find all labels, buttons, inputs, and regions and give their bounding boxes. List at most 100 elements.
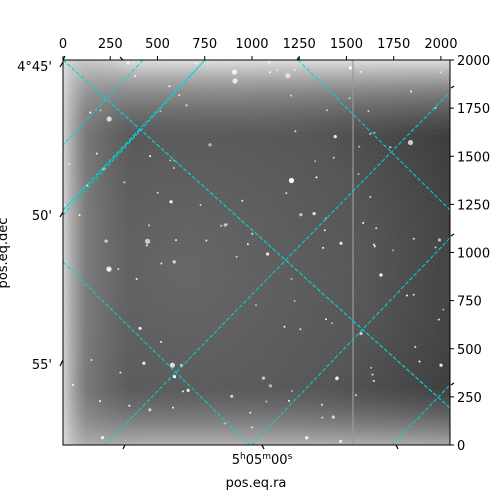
star — [439, 71, 442, 74]
star — [208, 143, 212, 147]
right-tick-label: 1750 — [457, 102, 490, 117]
top-tick-label: 500 — [145, 37, 170, 52]
sky-image — [63, 60, 450, 445]
star — [235, 255, 238, 258]
star — [181, 390, 184, 393]
star — [372, 380, 375, 382]
star — [326, 109, 328, 112]
star — [357, 172, 360, 175]
star — [373, 131, 376, 134]
star — [89, 111, 92, 114]
right-tick-label: 1250 — [457, 198, 490, 213]
right-tick-label: 500 — [457, 343, 482, 358]
star — [299, 213, 303, 217]
star — [314, 160, 317, 163]
star — [98, 400, 101, 403]
star — [288, 177, 295, 184]
top-tick-label: 750 — [192, 37, 217, 52]
right-axis-ticks: 0 250 500 750 1000 1250 1500 1750 2000 — [450, 54, 490, 454]
star — [231, 69, 238, 75]
star — [359, 331, 363, 336]
star — [370, 366, 373, 369]
star — [331, 415, 335, 419]
right-tick-label: 1500 — [457, 150, 490, 165]
ra-axis: 5h05m00s — [122, 444, 399, 468]
star — [362, 221, 365, 224]
star — [78, 214, 81, 217]
dec-tick-label: 55' — [32, 358, 52, 373]
star — [369, 133, 372, 135]
star — [232, 78, 238, 84]
star — [285, 192, 288, 195]
star — [305, 436, 309, 440]
coordinate-grid — [63, 60, 450, 445]
star — [142, 361, 146, 365]
star — [64, 204, 67, 206]
star — [321, 403, 323, 406]
star — [294, 130, 297, 133]
star — [95, 152, 98, 155]
star — [389, 146, 392, 149]
x-axis-label: pos.eq.ra — [226, 476, 287, 491]
star — [149, 155, 152, 158]
star — [371, 373, 374, 376]
star — [335, 376, 339, 380]
star — [106, 116, 112, 122]
star — [276, 69, 279, 71]
star — [439, 363, 443, 367]
star — [160, 340, 163, 343]
star — [331, 322, 333, 325]
dec-tick-label: 4°45' — [17, 60, 52, 75]
star — [321, 416, 324, 419]
star — [418, 360, 421, 363]
star — [283, 325, 286, 328]
star — [339, 439, 343, 444]
star — [128, 404, 131, 407]
star — [348, 66, 352, 70]
star — [348, 97, 351, 100]
star — [354, 394, 357, 397]
top-tick-label: 1750 — [377, 37, 410, 52]
star — [156, 191, 159, 194]
star — [186, 388, 190, 392]
star — [434, 246, 437, 249]
star — [195, 62, 198, 65]
star — [145, 244, 148, 247]
right-tick-label: 750 — [457, 295, 482, 310]
star — [172, 167, 175, 169]
star — [288, 399, 290, 402]
star — [100, 436, 105, 440]
star — [359, 70, 362, 73]
star — [293, 300, 296, 302]
star — [332, 156, 335, 159]
star — [169, 159, 172, 162]
star — [367, 110, 370, 113]
star — [185, 104, 188, 107]
star — [333, 135, 337, 139]
star — [299, 328, 302, 331]
star — [261, 376, 266, 380]
star — [205, 239, 208, 242]
star — [68, 162, 71, 165]
star — [117, 268, 120, 271]
star — [434, 106, 437, 109]
star — [145, 238, 151, 244]
star — [290, 390, 293, 392]
star — [325, 318, 327, 321]
star — [339, 241, 343, 245]
star — [119, 371, 122, 374]
star — [230, 394, 234, 398]
dec-tick-label: 50' — [32, 209, 52, 224]
star — [178, 94, 181, 97]
star — [290, 277, 293, 280]
star — [134, 75, 137, 78]
star — [412, 237, 415, 240]
star — [358, 145, 361, 148]
star — [99, 109, 102, 112]
star-field — [64, 60, 445, 444]
star — [312, 212, 316, 216]
ra-tick-label: 5h05m00s — [232, 452, 293, 468]
star — [175, 239, 177, 242]
top-tick-label: 250 — [98, 37, 123, 52]
star — [442, 308, 445, 311]
